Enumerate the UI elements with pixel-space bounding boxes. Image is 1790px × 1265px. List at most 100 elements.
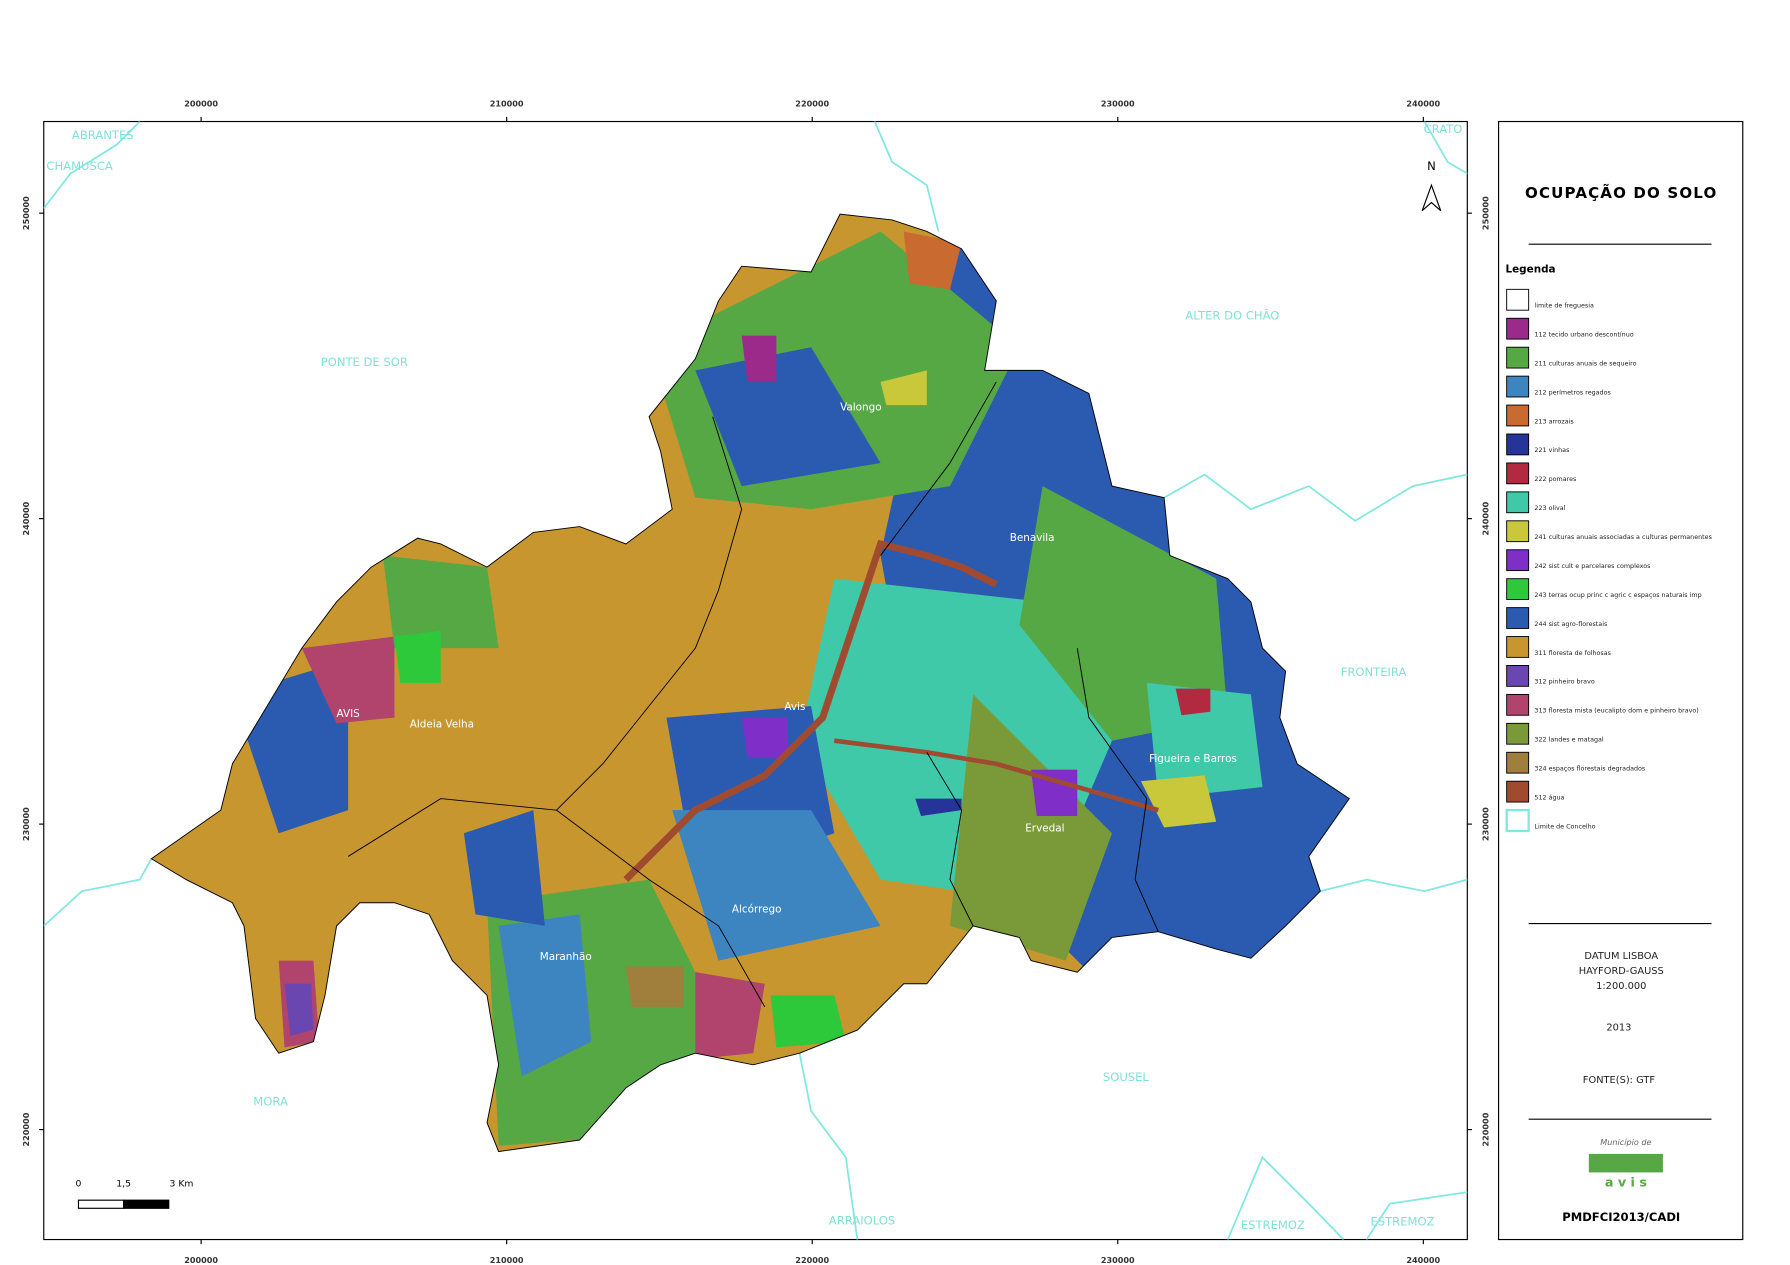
legend-title: Legenda [1506,264,1556,276]
legend-swatch [1506,722,1530,745]
projection: HAYFORD-GAUSS [1579,966,1664,977]
north-arrow [1421,183,1442,212]
y-tick-label: 240000 [21,501,31,535]
place-label: ABRANTES [72,128,134,142]
legend-swatch [1505,808,1530,833]
town-label: Figueira e Barros [1149,753,1237,765]
source: FONTE(S): GTF [1583,1075,1656,1086]
legend-swatch [1506,751,1530,774]
legend-label: 112 tecido urbano descontínuo [1534,330,1633,338]
town-label: AVIS [337,708,361,720]
logo-text: Município de [1600,1137,1651,1147]
legend-swatch [1506,607,1530,629]
land-cover [151,214,1350,1152]
legend-label: 241 culturas anuais associadas a cultura… [1534,534,1711,541]
town-label: Avis [784,701,805,713]
y-tick-label: 230000 [21,807,31,841]
legend-swatch [1506,346,1530,369]
place-label: CRATO [1424,122,1463,136]
legend-swatch [1506,375,1530,398]
x-tick-label: 240000 [1406,99,1440,109]
town-label: Valongo [840,401,882,413]
map-title: OCUPAÇÃO DO SOLO [1525,183,1717,202]
legend-label: 311 floresta de folhosas [1534,650,1610,657]
x-tick-label: 200000 [184,99,218,109]
legend-label: 212 perímetros regados [1534,388,1610,396]
concelho-limits [43,121,1468,1240]
legend-label: 242 sist cult e parcelares complexos [1534,563,1650,570]
place-label: FRONTEIRA [1341,665,1407,679]
legend-label: 322 landes e matagal [1534,737,1603,744]
x-tick-label: 230000 [1101,1255,1135,1265]
legend-label: 223 olival [1534,505,1565,512]
legend-swatch [1506,462,1530,485]
town-label: Ervedal [1025,823,1064,835]
legend-swatch [1506,780,1530,803]
place-label: CHAMUSCA [46,159,113,173]
legend: limite de freguesia 112 tecido urbano des… [1505,288,1712,833]
town-label: Alcórrego [732,904,782,916]
scale-label: 3 Km [170,1178,194,1189]
place-label: PONTE DE SOR [321,355,408,369]
place-label: ESTREMOZ [1370,1215,1434,1229]
y-tick-label: 220000 [21,1112,31,1146]
scale-bar [123,1199,170,1209]
place-label: ARRAIOLOS [829,1214,895,1228]
legend-label: 211 culturas anuais de sequeiro [1534,360,1636,367]
legend-swatch [1506,665,1530,687]
legend-label: 213 arrozais [1534,418,1573,425]
map-scale: 1:200.000 [1596,981,1646,992]
river [833,738,1159,813]
legend-label: 512 água [1534,793,1564,801]
year: 2013 [1606,1023,1631,1034]
x-tick-label: 210000 [490,99,524,109]
x-tick-label: 230000 [1101,99,1135,109]
town-label: Maranhão [540,951,592,963]
freguesia-limits [150,213,1350,1153]
x-tick-label: 220000 [795,99,829,109]
legend-swatch [1506,549,1530,572]
place-label: ALTER DO CHÃO [1185,307,1279,322]
scale-label: 0 [76,1178,82,1189]
legend-swatch [1506,491,1530,514]
legend-swatch [1506,433,1530,456]
y-tick-label: 250000 [1480,196,1490,230]
place-label: MORA [253,1094,288,1108]
y-tick-label: 230000 [1480,807,1490,841]
scale-bar [77,1199,125,1209]
river [623,539,998,883]
map-code: PMDFCI2013/CADI [1562,1210,1680,1224]
legend-label: 312 pinheiro bravo [1534,679,1594,686]
legend-label: 324 espaços florestais degradados [1534,765,1645,772]
legend-swatch [1506,693,1530,716]
legend-swatch [1506,636,1530,658]
logo-band [1588,1153,1663,1173]
y-tick-label: 220000 [1480,1112,1490,1146]
logo-word: a v i s [1605,1175,1647,1190]
north-label: N [1427,159,1436,173]
coordinate-ticks: 200000 200000 210000 210000 220000 220000 2300… [21,99,1490,1265]
legend-swatch [1506,404,1530,427]
legend-swatch [1506,288,1530,311]
legend-label: 244 sist agro-florestais [1534,621,1607,628]
x-tick-label: 200000 [184,1255,218,1265]
datum: DATUM LISBOA [1584,951,1658,962]
legend-swatch [1506,578,1530,600]
legend-swatch [1506,520,1530,543]
legend-label: 222 pomares [1534,476,1576,483]
x-tick-label: 220000 [795,1255,829,1265]
scale-label: 1,5 [116,1178,131,1189]
x-tick-label: 240000 [1406,1255,1440,1265]
legend-label: limite de freguesia [1534,303,1594,310]
y-tick-label: 240000 [1480,501,1490,535]
legend-swatch [1506,317,1530,340]
town-label: Benavila [1010,532,1055,544]
legend-label: Limite de Concelho [1534,823,1595,830]
legend-label: 221 vinhas [1534,447,1569,454]
x-tick-label: 210000 [490,1255,524,1265]
town-label: Aldeia Velha [410,719,474,731]
legend-label: 243 terras ocup princ c agric c espaços … [1534,592,1701,599]
place-label: ESTREMOZ [1241,1218,1305,1232]
y-tick-label: 250000 [21,196,31,230]
